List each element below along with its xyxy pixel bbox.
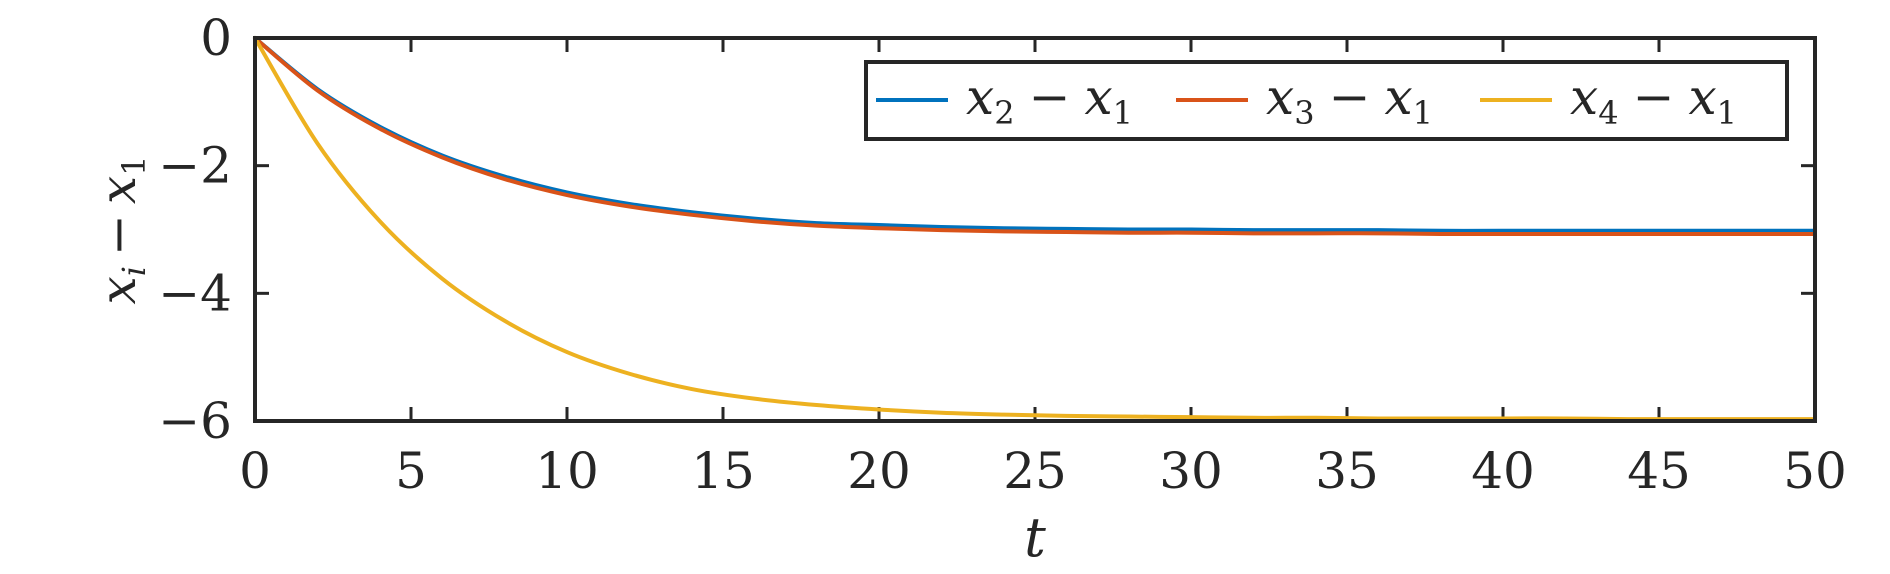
series-layer [253,36,1817,422]
x-tick-label: 30 [1159,442,1223,500]
legend-label-1: x2− x1 [966,68,1133,132]
y-tick-label: −4 [158,264,232,322]
y-axis-label-var-b: x [89,176,147,204]
x-tick-label: 20 [847,442,911,500]
x-tick-label: 5 [395,442,427,500]
series-line-1 [253,36,1817,233]
legend-label-2: x3− x1 [1266,68,1433,132]
x-tick-labels: 0 5 10 15 20 25 30 35 40 45 50 [239,442,1847,500]
x-tick-label: 35 [1315,442,1379,500]
x-tick-label: 15 [691,442,755,500]
y-tick-label: 0 [200,9,232,67]
y-tick-labels: 0 −2 −4 −6 [158,9,232,450]
y-axis-label-sub-a: i [115,266,153,276]
y-axis-label-var-a: x [89,276,147,304]
x-tick-label: 10 [535,442,599,500]
x-tick-label: 0 [239,442,271,500]
x-tick-label: 45 [1627,442,1691,500]
y-tick-label: −2 [158,137,232,195]
plot-frame [253,36,1817,423]
y-axis-label-sub-b: 1 [115,156,153,176]
y-axis-label: xi−x1 [89,156,153,305]
x-tick-label: 25 [1003,442,1067,500]
series-line-2 [253,36,1817,237]
legend-box [864,60,1789,141]
x-tick-label: 40 [1471,442,1535,500]
x-tick-label: 50 [1783,442,1847,500]
legend-label-3: x4− x1 [1570,68,1737,132]
y-tick-label: −6 [158,392,232,450]
legend: x2− x1 x3− x1 x4− x1 [864,60,1789,141]
x-axis-label: t [1024,506,1046,569]
series-line-3 [253,36,1817,422]
y-axis-label-minus: − [89,214,147,256]
